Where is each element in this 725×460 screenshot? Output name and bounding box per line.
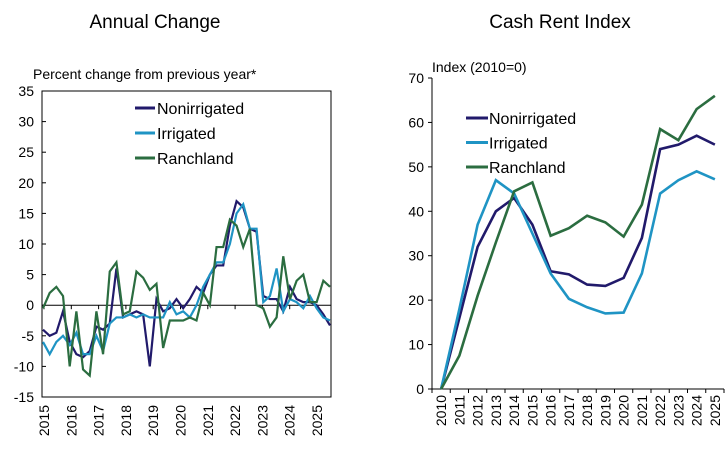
x-tick-label: 2011 bbox=[451, 395, 467, 425]
legend-label: Nonirrigated bbox=[157, 101, 244, 118]
y-tick-label: 0 bbox=[416, 381, 424, 397]
x-tick-label: 2021 bbox=[200, 405, 216, 436]
x-tick-label: 2023 bbox=[670, 395, 686, 426]
y-tick-label: -15 bbox=[14, 389, 34, 405]
series-line-irrigated bbox=[439, 169, 716, 390]
y-tick-label: 35 bbox=[18, 83, 34, 99]
y-tick-label: 70 bbox=[408, 70, 424, 86]
x-tick-label: 2019 bbox=[145, 405, 161, 436]
y-tick-label: 30 bbox=[408, 248, 424, 264]
right-chart-title: Cash Rent Index bbox=[489, 12, 631, 33]
series-line-irrigated bbox=[42, 201, 331, 357]
x-tick-label: 2017 bbox=[561, 395, 577, 426]
left-chart-ylabel: Percent change from previous year* bbox=[33, 66, 257, 82]
series-line-ranchland bbox=[439, 94, 716, 390]
x-tick-label: 2015 bbox=[524, 395, 540, 426]
series-line-nonirrigated bbox=[439, 134, 716, 390]
y-tick-label: 10 bbox=[18, 236, 34, 252]
x-tick-label: 2018 bbox=[579, 395, 595, 426]
x-tick-label: 2024 bbox=[282, 405, 298, 436]
y-tick-label: -10 bbox=[14, 358, 34, 374]
x-tick-label: 2020 bbox=[173, 405, 189, 436]
x-tick-label: 2022 bbox=[652, 395, 668, 426]
y-tick-label: 5 bbox=[26, 267, 34, 283]
x-tick-label: 2020 bbox=[616, 395, 632, 426]
y-tick-label: 30 bbox=[18, 114, 34, 130]
x-tick-label: 2019 bbox=[597, 395, 613, 426]
y-tick-label: 20 bbox=[18, 175, 34, 191]
x-tick-label: 2018 bbox=[118, 405, 134, 436]
x-tick-label: 2025 bbox=[309, 405, 325, 436]
x-tick-label: 2014 bbox=[506, 395, 522, 426]
x-tick-label: 2024 bbox=[689, 395, 705, 426]
legend-label: Ranchland bbox=[157, 151, 234, 168]
legend-label: Nonirrigated bbox=[489, 111, 576, 128]
legend-label: Ranchland bbox=[489, 160, 566, 177]
x-tick-label: 2021 bbox=[634, 395, 650, 426]
legend-label: Irrigated bbox=[489, 136, 548, 153]
x-tick-label: 2013 bbox=[488, 395, 504, 426]
y-tick-label: 15 bbox=[18, 205, 34, 221]
x-tick-label: 2015 bbox=[36, 405, 52, 436]
x-tick-label: 2025 bbox=[707, 395, 723, 426]
y-tick-label: 50 bbox=[408, 159, 424, 175]
y-tick-label: 60 bbox=[408, 114, 424, 130]
x-tick-label: 2012 bbox=[470, 395, 486, 426]
y-tick-label: -5 bbox=[22, 328, 35, 344]
y-tick-label: 20 bbox=[408, 292, 424, 308]
x-tick-label: 2017 bbox=[91, 405, 107, 436]
right-chart-ylabel: Index (2010=0) bbox=[432, 59, 527, 75]
x-tick-label: 2023 bbox=[254, 405, 270, 436]
x-tick-label: 2016 bbox=[63, 405, 79, 436]
x-tick-label: 2022 bbox=[227, 405, 243, 436]
left-chart-title: Annual Change bbox=[90, 12, 221, 33]
legend-label: Irrigated bbox=[157, 126, 216, 143]
series-line-ranchland bbox=[41, 217, 331, 378]
x-tick-label: 2016 bbox=[543, 395, 559, 426]
y-tick-label: 40 bbox=[408, 203, 424, 219]
y-tick-label: 0 bbox=[26, 297, 34, 313]
y-tick-label: 10 bbox=[408, 337, 424, 353]
y-tick-label: 25 bbox=[18, 144, 34, 160]
x-tick-label: 2010 bbox=[433, 395, 449, 426]
